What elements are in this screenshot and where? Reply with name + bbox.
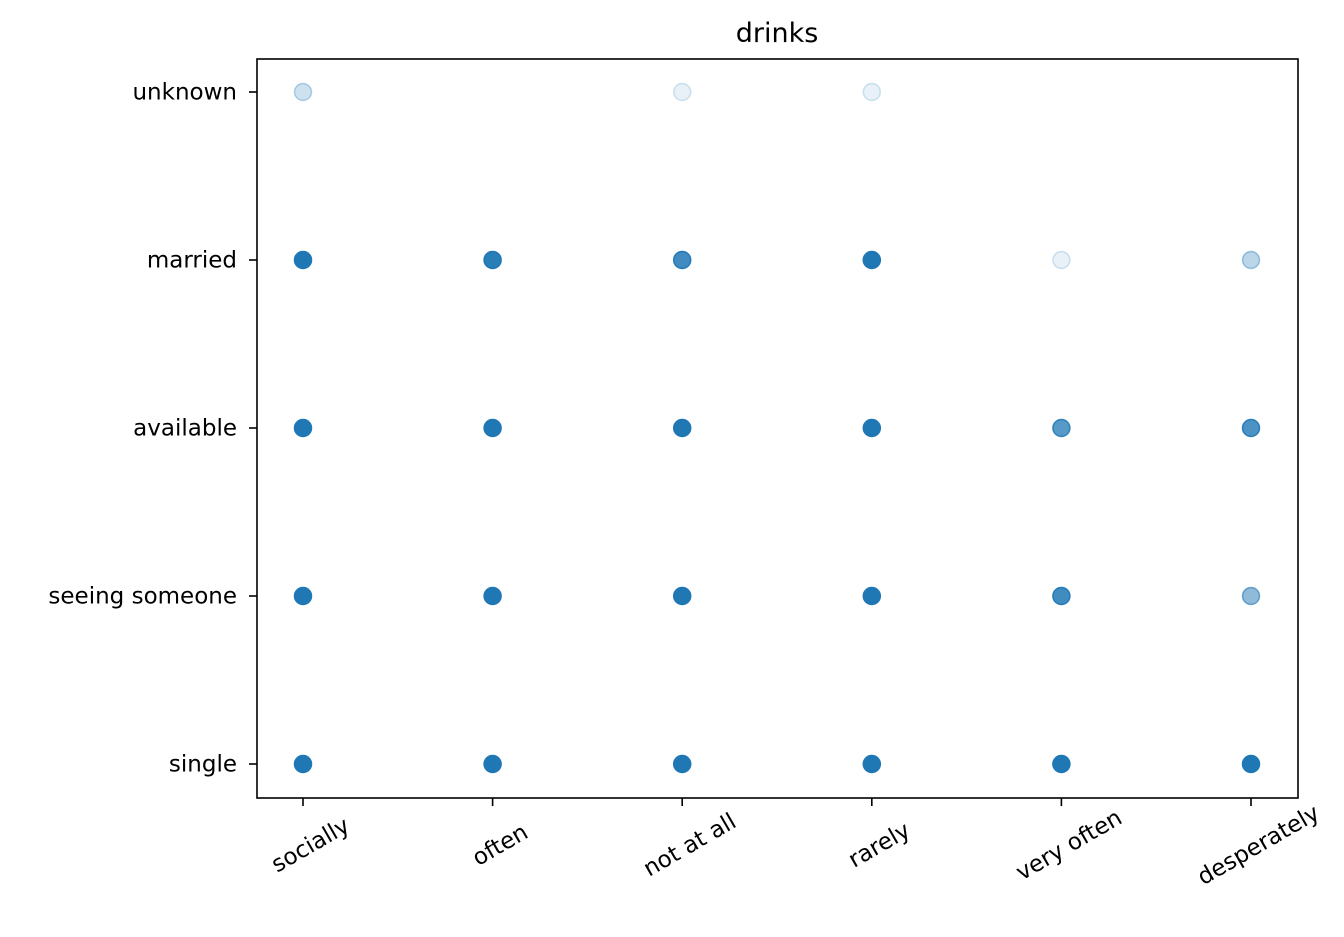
y-tick-label: unknown bbox=[132, 80, 237, 106]
scatter-point bbox=[862, 82, 882, 102]
scatter-point bbox=[483, 754, 502, 774]
y-tick-label: seeing someone bbox=[48, 584, 237, 610]
x-tick-label: desperately bbox=[1193, 800, 1324, 891]
scatter-point bbox=[483, 250, 502, 270]
scatter-point bbox=[1241, 754, 1261, 774]
scatter-point bbox=[1241, 250, 1261, 270]
scatter-point bbox=[293, 586, 313, 606]
y-tick-label: available bbox=[133, 416, 237, 442]
scatter-point bbox=[862, 586, 882, 606]
scatter-point bbox=[1241, 418, 1261, 438]
x-tick-label: socially bbox=[267, 813, 354, 878]
scatter-point bbox=[293, 250, 313, 270]
plot-area-frame bbox=[256, 58, 1299, 799]
scatter-point bbox=[672, 250, 692, 270]
scatter-point bbox=[862, 250, 882, 270]
scatter-point bbox=[862, 418, 882, 438]
chart-title: drinks bbox=[736, 18, 819, 49]
scatter-point bbox=[1052, 586, 1071, 606]
y-tick-label: single bbox=[169, 752, 237, 778]
scatter-points bbox=[293, 82, 1261, 774]
x-tick-label: rarely bbox=[844, 818, 915, 874]
scatter-point bbox=[672, 418, 692, 438]
y-axis: single seeing someone available married unkn… bbox=[48, 80, 257, 778]
scatter-point bbox=[672, 754, 692, 774]
scatter-point bbox=[293, 82, 313, 102]
scatter-point bbox=[1052, 754, 1071, 774]
scatter-point bbox=[483, 586, 502, 606]
scatter-point bbox=[293, 754, 313, 774]
x-tick-label: often bbox=[468, 819, 533, 871]
scatter-point bbox=[1052, 418, 1071, 438]
scatter-point bbox=[672, 82, 692, 102]
x-tick-label: very often bbox=[1012, 805, 1127, 886]
scatter-point bbox=[483, 418, 502, 438]
scatter-point bbox=[672, 586, 692, 606]
x-tick-label: not at all bbox=[639, 809, 741, 883]
scatter-point bbox=[1241, 586, 1261, 606]
y-tick-label: married bbox=[147, 248, 237, 274]
scatter-point bbox=[862, 754, 882, 774]
scatter-point bbox=[1052, 250, 1071, 270]
x-axis: socially often not at all rarely very often d… bbox=[267, 798, 1324, 891]
scatter-point bbox=[293, 418, 313, 438]
